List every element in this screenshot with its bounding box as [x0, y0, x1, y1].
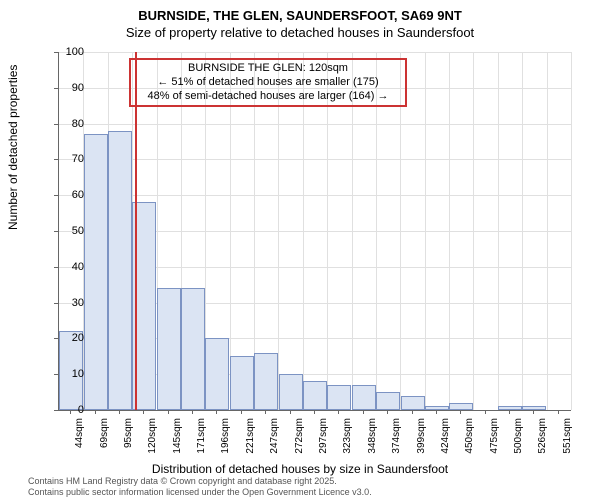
xtick-mark	[509, 410, 510, 414]
bar	[157, 288, 181, 410]
bar	[230, 356, 254, 410]
ytick-label: 40	[44, 261, 84, 273]
callout-line: 48% of semi-detached houses are larger (…	[137, 90, 399, 104]
callout-line: BURNSIDE THE GLEN: 120sqm	[137, 62, 399, 76]
bar	[279, 374, 303, 410]
callout-box: BURNSIDE THE GLEN: 120sqm← 51% of detach…	[129, 58, 407, 107]
bar	[84, 134, 108, 410]
xtick-mark	[143, 410, 144, 414]
xtick-mark	[216, 410, 217, 414]
bar	[522, 406, 546, 410]
xtick-mark	[290, 410, 291, 414]
xtick-mark	[95, 410, 96, 414]
footer-line-2: Contains public sector information licen…	[28, 487, 372, 498]
gridline-v	[547, 52, 548, 410]
xtick-mark	[533, 410, 534, 414]
gridline-v	[498, 52, 499, 410]
xtick-mark	[241, 410, 242, 414]
xtick-mark	[70, 410, 71, 414]
gridline-v	[473, 52, 474, 410]
footer-attribution: Contains HM Land Registry data © Crown c…	[28, 476, 372, 498]
bar	[303, 381, 327, 410]
ytick-label: 0	[44, 404, 84, 416]
y-axis-label: Number of detached properties	[6, 65, 20, 230]
ytick-label: 30	[44, 297, 84, 309]
bar	[181, 288, 205, 410]
x-axis-label: Distribution of detached houses by size …	[0, 462, 600, 476]
gridline-v	[571, 52, 572, 410]
xtick-mark	[314, 410, 315, 414]
chart-title: BURNSIDE, THE GLEN, SAUNDERSFOOT, SA69 9…	[0, 0, 600, 23]
xtick-mark	[265, 410, 266, 414]
footer-line-1: Contains HM Land Registry data © Crown c…	[28, 476, 372, 487]
xtick-mark	[119, 410, 120, 414]
bar	[401, 396, 425, 410]
xtick-mark	[192, 410, 193, 414]
bar	[498, 406, 522, 410]
ytick-label: 50	[44, 225, 84, 237]
ytick-label: 10	[44, 368, 84, 380]
bar	[376, 392, 400, 410]
bar	[327, 385, 351, 410]
xtick-mark	[485, 410, 486, 414]
ytick-label: 100	[44, 46, 84, 58]
gridline-v	[522, 52, 523, 410]
chart-container: BURNSIDE, THE GLEN, SAUNDERSFOOT, SA69 9…	[0, 0, 600, 500]
callout-line: ← 51% of detached houses are smaller (17…	[137, 76, 399, 90]
bar	[449, 403, 473, 410]
bar	[254, 353, 278, 410]
gridline-v	[425, 52, 426, 410]
plot-area: BURNSIDE THE GLEN: 120sqm← 51% of detach…	[58, 52, 571, 411]
ytick-label: 80	[44, 118, 84, 130]
ytick-label: 90	[44, 82, 84, 94]
xtick-mark	[460, 410, 461, 414]
xtick-mark	[363, 410, 364, 414]
xtick-mark	[558, 410, 559, 414]
bar	[425, 406, 449, 410]
ytick-label: 70	[44, 153, 84, 165]
bar	[352, 385, 376, 410]
xtick-mark	[412, 410, 413, 414]
bar	[108, 131, 132, 410]
chart-subtitle: Size of property relative to detached ho…	[0, 25, 600, 40]
gridline-v	[449, 52, 450, 410]
xtick-mark	[436, 410, 437, 414]
xtick-mark	[387, 410, 388, 414]
xtick-mark	[338, 410, 339, 414]
bar	[205, 338, 229, 410]
ytick-label: 60	[44, 189, 84, 201]
ytick-label: 20	[44, 332, 84, 344]
xtick-mark	[168, 410, 169, 414]
